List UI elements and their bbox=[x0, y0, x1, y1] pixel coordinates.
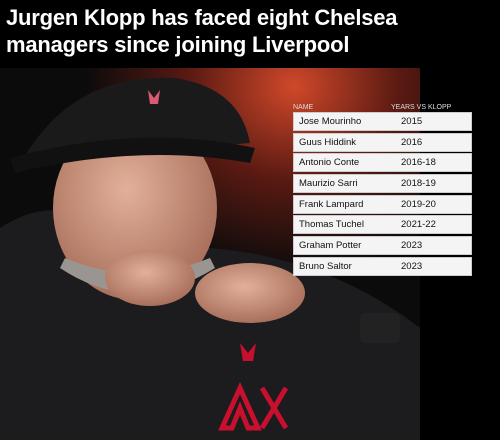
manager-name: Thomas Tuchel bbox=[299, 219, 364, 231]
years: 2018-19 bbox=[401, 178, 436, 190]
column-header: NAME bbox=[293, 104, 314, 111]
table-row: Frank Lampard 2019-20 bbox=[293, 194, 472, 214]
table-row: Bruno Saltor 2023 bbox=[293, 256, 472, 276]
years: 2016 bbox=[401, 136, 423, 148]
table-row: Thomas Tuchel 2021-22 bbox=[293, 215, 472, 235]
title: Jurgen Klopp has faced eight Chelsea man… bbox=[6, 5, 398, 57]
manager-name: Graham Potter bbox=[299, 240, 362, 252]
manager-name: Bruno Saltor bbox=[299, 260, 352, 272]
years: 2023 bbox=[401, 240, 423, 252]
manager-name: Guus Hiddink bbox=[299, 136, 357, 148]
table-header: NAME YEARS VS KLOPP bbox=[293, 103, 472, 112]
years: 2023 bbox=[401, 260, 423, 272]
table-row: Graham Potter 2023 bbox=[293, 236, 472, 256]
manager-name: Antonio Conte bbox=[299, 157, 360, 169]
column-header: YEARS VS KLOPP bbox=[391, 104, 452, 111]
manager-name: Frank Lampard bbox=[299, 198, 364, 210]
table-row: Jose Mourinho 2015 bbox=[293, 112, 472, 131]
years: 2015 bbox=[401, 116, 423, 127]
years: 2016-18 bbox=[401, 157, 436, 169]
table: NAME YEARS VS KLOPP Jose Mourinho 2015 Guus … bbox=[293, 103, 472, 278]
table-row: Antonio Conte 2016-18 bbox=[293, 153, 472, 173]
manager-name: Maurizio Sarri bbox=[299, 178, 358, 190]
years: 2021-22 bbox=[401, 219, 436, 231]
manager-name: Jose Mourinho bbox=[299, 116, 362, 127]
years: 2019-20 bbox=[401, 198, 436, 210]
table-row: Guus Hiddink 2016 bbox=[293, 132, 472, 152]
table-row: Maurizio Sarri 2018-19 bbox=[293, 174, 472, 194]
